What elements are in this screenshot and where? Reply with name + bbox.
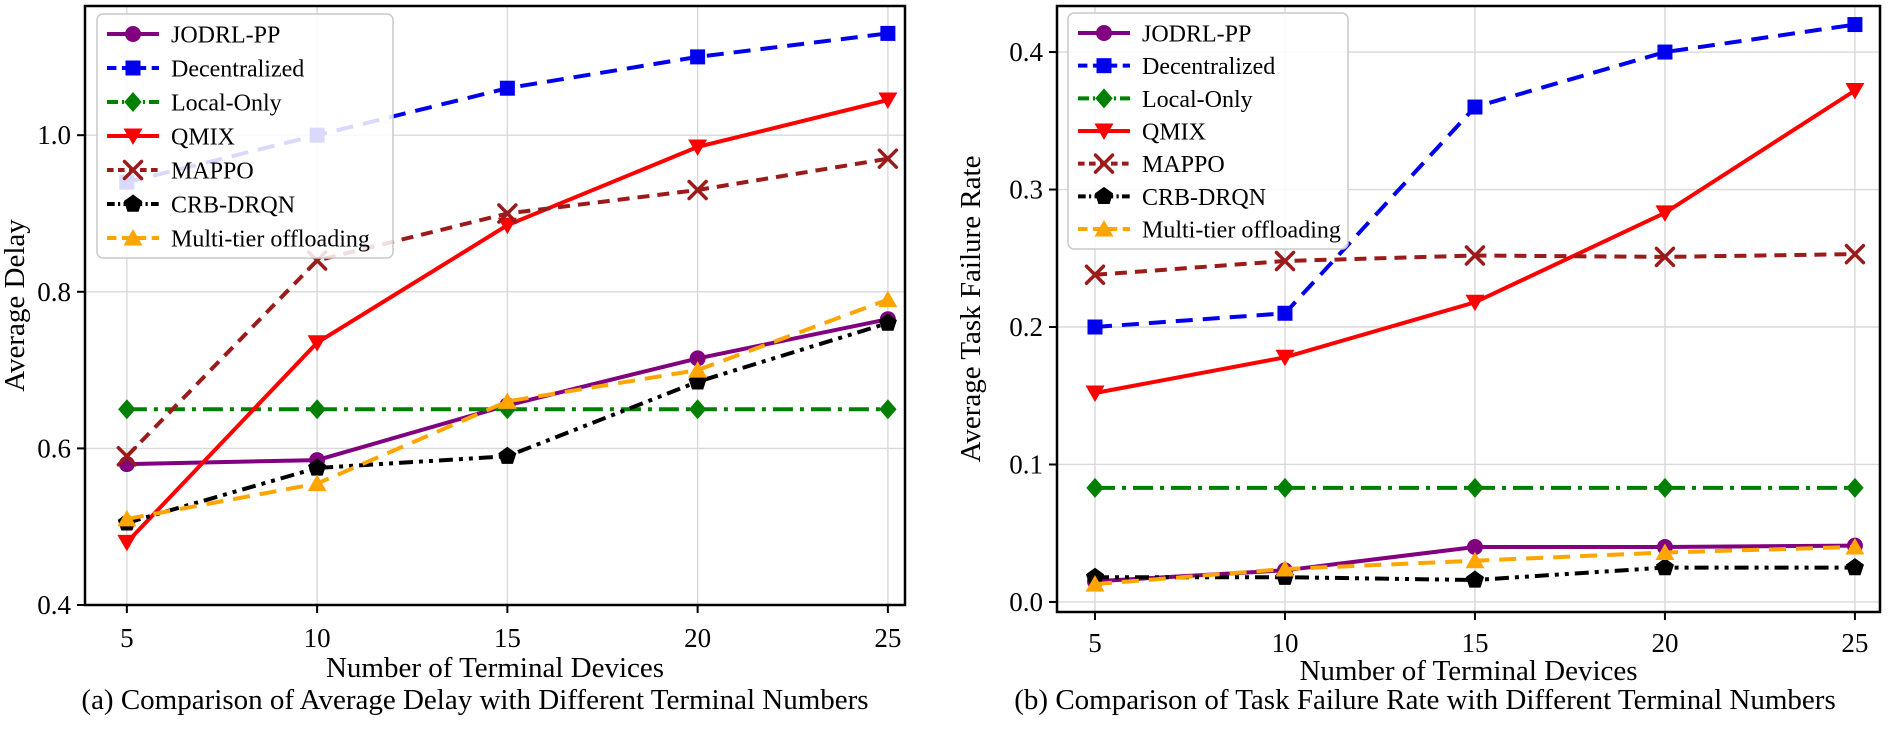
- legend-label: JODRL-PP: [1142, 22, 1251, 48]
- subplot-average-delay: 5 10 15 20 25 0.4 0.6 0.8 1.0 Number of Terminal …: [0, 4, 907, 716]
- legend-label: MAPPO: [1142, 152, 1225, 178]
- x-tick-label: 25: [874, 623, 901, 653]
- legend-item-qmix: QMIX: [1078, 120, 1206, 146]
- x-tick-label: 20: [1651, 628, 1678, 658]
- x-tick-label: 5: [1088, 628, 1102, 658]
- legend-item-multi-tier-offloading: Multi-tier offloading: [1078, 218, 1341, 244]
- legend: JODRL-PP Decentralized Local-Only QMIX MAPPO…: [96, 13, 394, 259]
- legend-item-decentralized: Decentralized: [107, 57, 304, 83]
- legend-label: QMIX: [1142, 120, 1206, 146]
- y-tick-label: 0.6: [37, 433, 71, 463]
- legend-label: Multi-tier offloading: [1142, 218, 1341, 244]
- average-delay-chart: 5 10 15 20 25 0.4 0.6 0.8 1.0 Number of Terminal …: [0, 4, 907, 684]
- legend-item-jodrl-pp: JODRL-PP: [1078, 22, 1251, 48]
- axis-ticks: 5 10 15 20 25 0.0 0.1 0.2 0.3 0.4: [1009, 37, 1868, 658]
- legend-label: Decentralized: [171, 57, 304, 83]
- legend-item-local-only: Local-Only: [107, 91, 282, 117]
- series-mappo: [1084, 243, 1866, 286]
- x-tick-label: 25: [1841, 628, 1868, 658]
- y-tick-label: 0.4: [1009, 37, 1043, 67]
- legend-label: Local-Only: [1142, 87, 1253, 113]
- legend-label: MAPPO: [171, 159, 254, 185]
- x-tick-label: 5: [120, 623, 134, 653]
- subplot-task-failure-rate: 5 10 15 20 25 0.0 0.1 0.2 0.3 0.4 Number of Termin…: [950, 0, 1900, 736]
- y-axis-label: Average Task Failure Rate: [955, 156, 987, 463]
- legend-item-multi-tier-offloading: Multi-tier offloading: [107, 227, 370, 253]
- caption-b: (b) Comparison of Task Failure Rate with…: [1014, 684, 1836, 716]
- caption-a: (a) Comparison of Average Delay with Dif…: [81, 684, 869, 716]
- x-tick-label: 15: [494, 623, 521, 653]
- x-axis-label: Number of Terminal Devices: [326, 652, 664, 684]
- y-tick-label: 0.8: [37, 277, 71, 307]
- legend-label: Local-Only: [171, 91, 282, 117]
- y-tick-label: 0.4: [37, 590, 71, 620]
- y-tick-label: 0.3: [1009, 175, 1043, 205]
- series-qmix: [117, 92, 898, 552]
- x-tick-label: 20: [684, 623, 711, 653]
- legend-item-mappo: MAPPO: [107, 159, 254, 185]
- legend-item-crb-drqn: CRB-DRQN: [1078, 185, 1266, 211]
- series-qmix: [1085, 83, 1865, 402]
- legend-item-decentralized: Decentralized: [1078, 54, 1275, 80]
- series-multi-tier-offloading: [1085, 537, 1865, 592]
- x-tick-label: 10: [304, 623, 331, 653]
- legend-item-jodrl-pp: JODRL-PP: [107, 23, 280, 49]
- plot-border: [1055, 4, 1882, 614]
- legend-item-crb-drqn: CRB-DRQN: [107, 193, 295, 219]
- series-decentralized: [1087, 17, 1863, 335]
- legend: JODRL-PP Decentralized Local-Only QMIX MAPPO…: [1067, 12, 1349, 250]
- legend-label: QMIX: [171, 125, 235, 151]
- series-mappo: [116, 148, 899, 467]
- y-tick-label: 0.2: [1009, 312, 1043, 342]
- legend-item-qmix: QMIX: [107, 125, 235, 151]
- legend-label: Multi-tier offloading: [171, 227, 370, 253]
- legend-label: JODRL-PP: [171, 23, 280, 49]
- task-failure-rate-chart: 5 10 15 20 25 0.0 0.1 0.2 0.3 0.4 Number of Termin…: [950, 0, 1900, 736]
- x-tick-label: 10: [1271, 628, 1298, 658]
- y-tick-label: 0.1: [1009, 449, 1043, 479]
- legend-item-mappo: MAPPO: [1078, 152, 1225, 178]
- legend-label: CRB-DRQN: [171, 193, 295, 219]
- legend-item-local-only: Local-Only: [1078, 87, 1253, 113]
- axis-ticks: 5 10 15 20 25 0.4 0.6 0.8 1.0: [37, 120, 901, 653]
- legend-label: Decentralized: [1142, 54, 1275, 80]
- x-axis-label: Number of Terminal Devices: [1299, 655, 1637, 687]
- y-tick-label: 1.0: [37, 120, 71, 150]
- plot-border: [83, 4, 907, 607]
- legend-label: CRB-DRQN: [1142, 185, 1266, 211]
- y-axis-label: Average Delay: [0, 219, 31, 392]
- series-multi-tier-offloading: [117, 290, 898, 527]
- x-tick-label: 15: [1461, 628, 1488, 658]
- y-tick-label: 0.0: [1009, 587, 1043, 617]
